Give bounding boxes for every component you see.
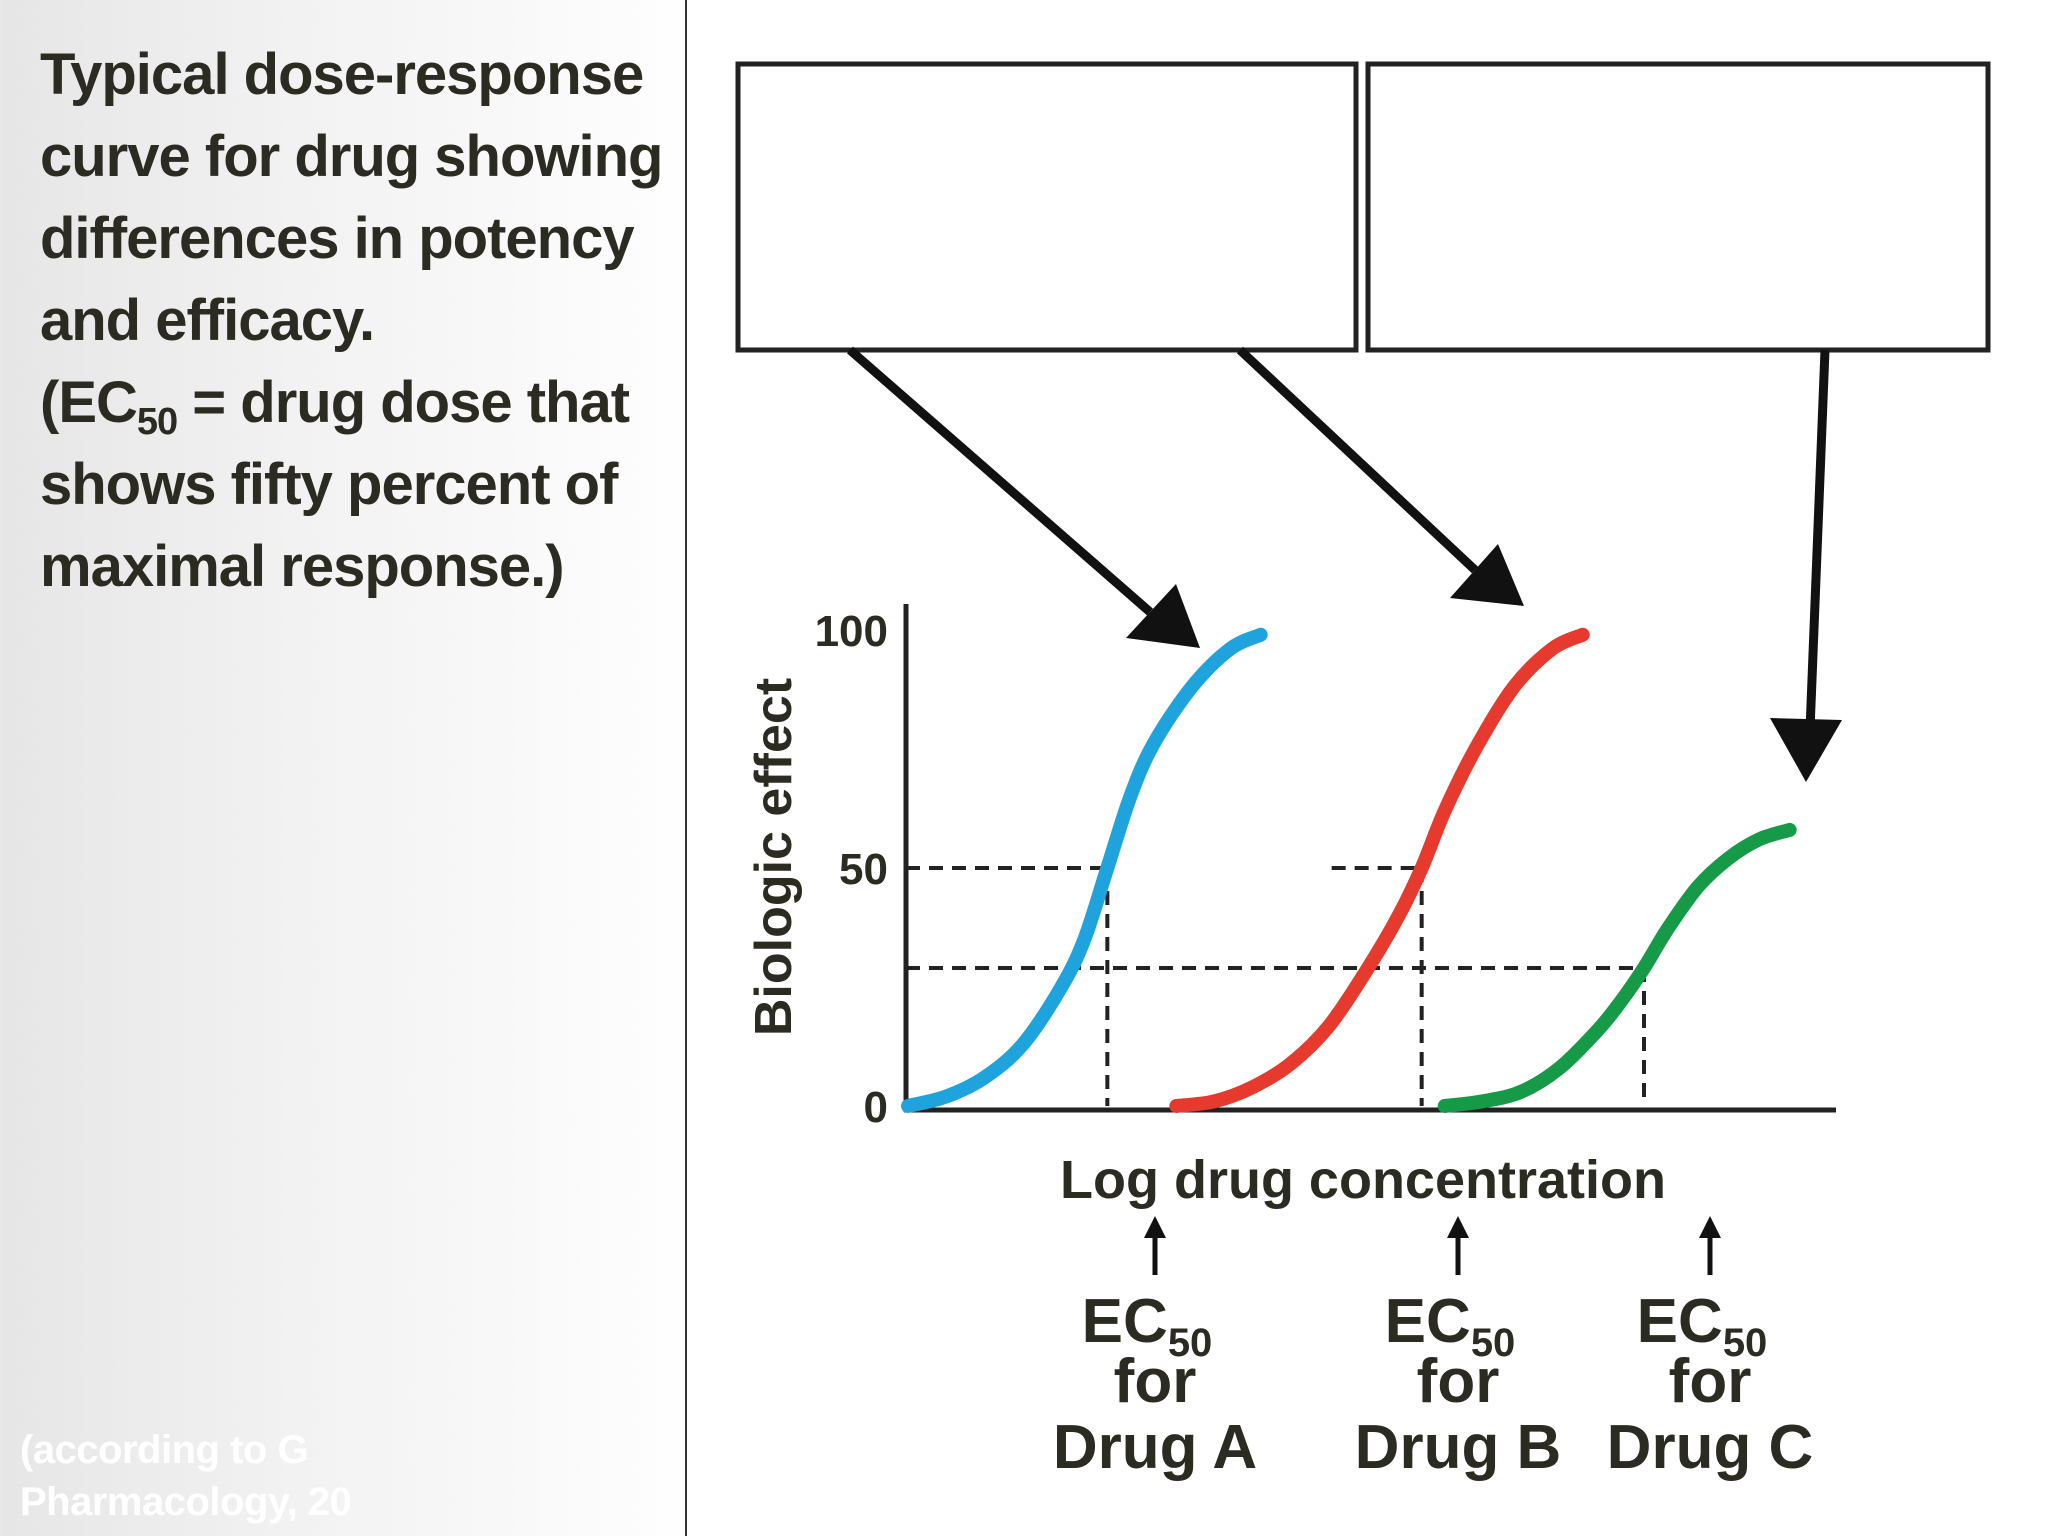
drug-name-text: Drug B [1355, 1413, 1562, 1482]
caption-ec-prefix: (EC [40, 370, 138, 435]
caption-line: Typical dose-response [40, 42, 644, 107]
caption-ec-definition: = drug dose that [177, 370, 630, 435]
ec-prefix: EC [1385, 1287, 1471, 1356]
curve-drug-c [1437, 822, 1797, 1113]
caption-line: curve for drug showing [40, 124, 664, 189]
caption-line: maximal response.) [40, 534, 565, 599]
up-arrow-head [1699, 1216, 1721, 1238]
up-arrow-head [1447, 1216, 1469, 1238]
up-arrow-head [1144, 1216, 1166, 1238]
ec-subscript: 50 [1723, 1321, 1768, 1365]
drug-name-text: Drug C [1607, 1413, 1814, 1482]
curve-drug-b [1169, 627, 1590, 1113]
for-text: for [1114, 1347, 1197, 1416]
caption-line: shows fifty percent of [40, 452, 618, 517]
ec50-text: EC50 [1637, 1287, 1768, 1365]
curve-drug-a [901, 627, 1268, 1113]
pointer-arrow-drug-c [1770, 349, 1842, 782]
drug-name-text: Drug A [1053, 1413, 1257, 1482]
credit-line: Pharmacology, 20 [20, 1480, 352, 1524]
ec-prefix: EC [1637, 1287, 1723, 1356]
ec-subscript: 50 [1471, 1321, 1516, 1365]
y-axis-title: Biologic effect [745, 678, 803, 1036]
y-tick-labels: 0 50 100 [815, 607, 888, 1132]
ec-prefix: EC [1082, 1287, 1168, 1356]
caption-line: differences in potency [40, 206, 635, 271]
reference-dashed-lines [906, 866, 1646, 1106]
caption-text: Typical dose-response curve for drug sho… [40, 34, 680, 608]
caption-ec-subscript: 50 [136, 401, 178, 443]
plot-axes [903, 604, 1836, 1113]
dose-response-curves [901, 627, 1797, 1113]
credit-line: (according to G [20, 1428, 309, 1472]
caption-line-ec50-definition: (EC50 = drug dose that [40, 362, 680, 444]
label-box-right [1365, 61, 1991, 353]
y-tick-label: 100 [815, 607, 888, 656]
source-credit: (according to G Pharmacology, 20 [20, 1424, 352, 1528]
for-text: for [1669, 1347, 1752, 1416]
x-axis-title: Log drug concentration [1060, 1150, 1666, 1210]
ec50-text: EC50 [1385, 1287, 1516, 1365]
y-tick-label: 0 [864, 1083, 888, 1132]
label-box-left [735, 61, 1359, 353]
ec50-text: EC50 [1082, 1287, 1213, 1365]
caption-line: and efficacy. [40, 288, 375, 353]
ec-subscript: 50 [1168, 1321, 1213, 1365]
for-text: for [1417, 1347, 1500, 1416]
pointer-arrow-drug-a [847, 346, 1200, 648]
pointer-arrow-drug-b [1236, 346, 1524, 606]
y-tick-label: 50 [839, 845, 888, 894]
